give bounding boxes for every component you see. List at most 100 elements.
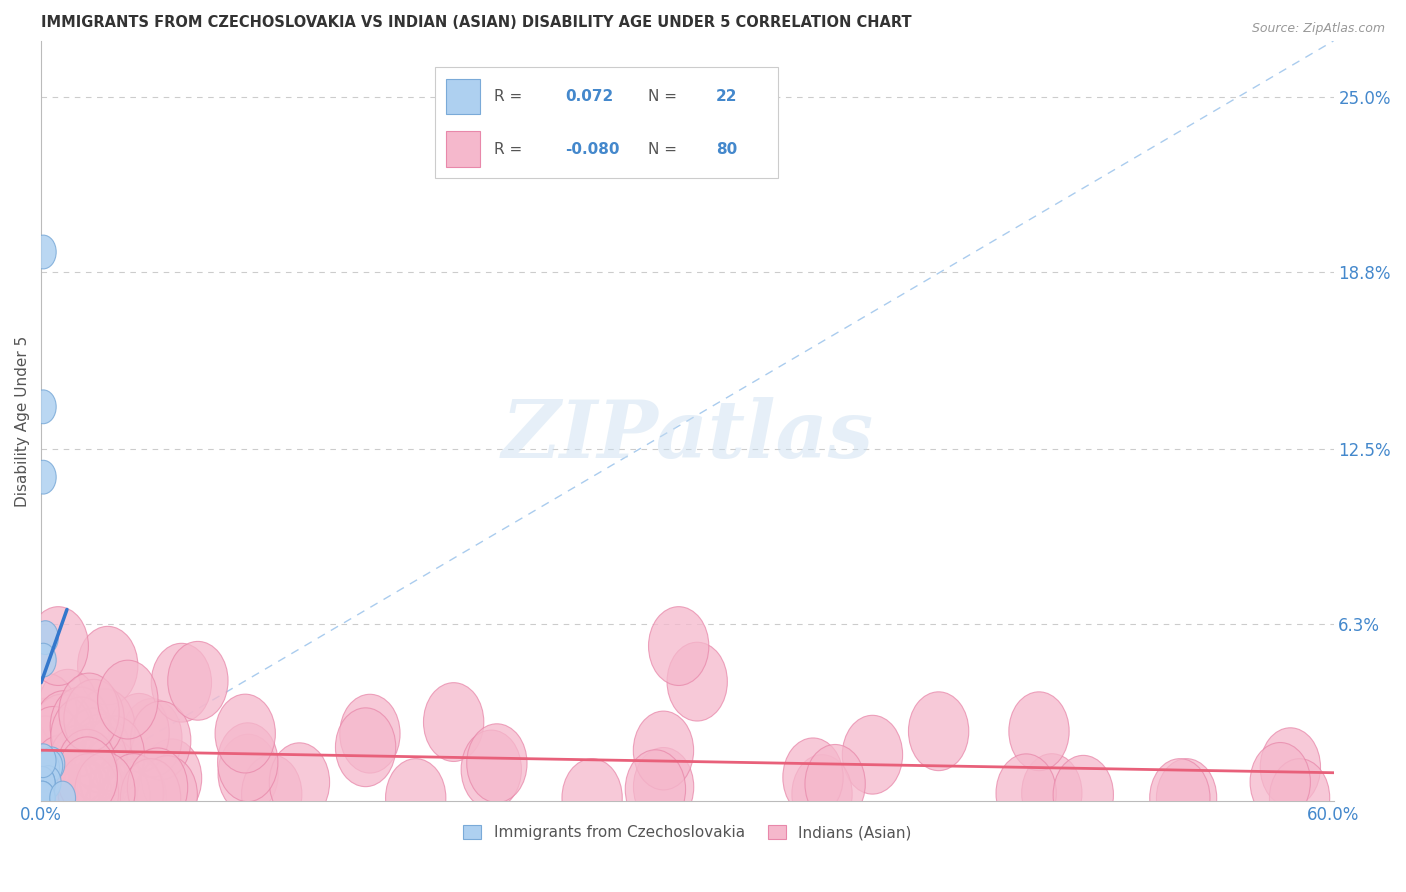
- Circle shape: [995, 754, 1056, 833]
- Circle shape: [30, 766, 55, 800]
- Circle shape: [30, 781, 55, 815]
- Circle shape: [31, 694, 91, 773]
- Circle shape: [1022, 754, 1083, 832]
- Circle shape: [18, 754, 79, 832]
- Circle shape: [90, 758, 150, 838]
- Circle shape: [1270, 759, 1330, 838]
- Circle shape: [152, 643, 211, 723]
- Circle shape: [52, 759, 112, 838]
- Circle shape: [39, 747, 65, 780]
- Circle shape: [75, 689, 135, 768]
- Circle shape: [32, 621, 58, 655]
- Circle shape: [30, 744, 56, 778]
- Circle shape: [15, 716, 76, 795]
- Circle shape: [97, 660, 157, 739]
- Y-axis label: Disability Age Under 5: Disability Age Under 5: [15, 335, 30, 507]
- Circle shape: [75, 752, 135, 831]
- Circle shape: [633, 711, 693, 790]
- Circle shape: [30, 758, 55, 792]
- Text: IMMIGRANTS FROM CZECHOSLOVAKIA VS INDIAN (ASIAN) DISABILITY AGE UNDER 5 CORRELAT: IMMIGRANTS FROM CZECHOSLOVAKIA VS INDIAN…: [41, 15, 911, 30]
- Circle shape: [634, 747, 693, 826]
- Circle shape: [31, 735, 91, 814]
- Circle shape: [108, 693, 169, 772]
- Circle shape: [60, 737, 121, 815]
- Circle shape: [24, 706, 83, 785]
- Circle shape: [58, 737, 118, 815]
- Circle shape: [48, 725, 108, 805]
- Circle shape: [467, 723, 527, 803]
- Circle shape: [34, 751, 59, 785]
- Circle shape: [218, 734, 278, 813]
- Circle shape: [30, 779, 56, 813]
- Circle shape: [121, 759, 181, 838]
- Circle shape: [31, 235, 56, 268]
- Circle shape: [30, 772, 55, 805]
- Circle shape: [783, 738, 844, 817]
- Circle shape: [49, 781, 76, 815]
- Circle shape: [70, 714, 131, 793]
- Circle shape: [38, 669, 98, 748]
- Circle shape: [35, 765, 60, 799]
- Circle shape: [41, 747, 101, 827]
- Circle shape: [51, 729, 111, 807]
- Circle shape: [30, 767, 55, 801]
- Circle shape: [215, 694, 276, 773]
- Circle shape: [1156, 759, 1216, 838]
- Circle shape: [31, 390, 56, 424]
- Circle shape: [28, 607, 89, 685]
- Circle shape: [30, 781, 55, 815]
- Circle shape: [58, 754, 118, 832]
- Circle shape: [63, 751, 124, 830]
- Text: ZIPatlas: ZIPatlas: [502, 397, 873, 475]
- Circle shape: [51, 687, 111, 766]
- Circle shape: [908, 692, 969, 771]
- Circle shape: [1260, 728, 1320, 806]
- Circle shape: [1250, 742, 1310, 822]
- Circle shape: [626, 750, 686, 829]
- Circle shape: [31, 460, 56, 494]
- Circle shape: [1150, 759, 1211, 838]
- Circle shape: [56, 730, 117, 808]
- Circle shape: [31, 643, 56, 677]
- Circle shape: [806, 745, 865, 823]
- Circle shape: [63, 680, 124, 758]
- Circle shape: [242, 755, 302, 833]
- Circle shape: [59, 673, 120, 752]
- Circle shape: [122, 698, 181, 777]
- Circle shape: [270, 743, 329, 822]
- Circle shape: [131, 701, 191, 780]
- Circle shape: [30, 766, 55, 800]
- Circle shape: [37, 749, 63, 783]
- Circle shape: [648, 607, 709, 685]
- Circle shape: [103, 754, 163, 832]
- Text: Source: ZipAtlas.com: Source: ZipAtlas.com: [1251, 22, 1385, 36]
- Circle shape: [385, 759, 446, 838]
- Circle shape: [167, 641, 228, 720]
- Circle shape: [842, 715, 903, 794]
- Circle shape: [562, 759, 623, 838]
- Circle shape: [51, 698, 111, 776]
- Circle shape: [77, 626, 138, 706]
- Circle shape: [792, 755, 852, 833]
- Circle shape: [128, 747, 188, 827]
- Circle shape: [69, 759, 129, 838]
- Circle shape: [67, 722, 127, 801]
- Circle shape: [30, 758, 56, 792]
- Circle shape: [107, 759, 166, 838]
- Circle shape: [461, 730, 522, 809]
- Circle shape: [80, 738, 139, 817]
- Circle shape: [136, 756, 197, 835]
- Circle shape: [30, 769, 55, 803]
- Circle shape: [17, 698, 77, 777]
- Circle shape: [142, 739, 201, 818]
- Circle shape: [39, 756, 98, 834]
- Circle shape: [70, 735, 131, 814]
- Circle shape: [84, 716, 145, 795]
- Circle shape: [1010, 692, 1069, 771]
- Circle shape: [34, 690, 94, 770]
- Circle shape: [63, 708, 124, 787]
- Circle shape: [17, 673, 77, 752]
- Circle shape: [44, 750, 104, 830]
- Circle shape: [1053, 756, 1114, 834]
- Circle shape: [340, 694, 401, 773]
